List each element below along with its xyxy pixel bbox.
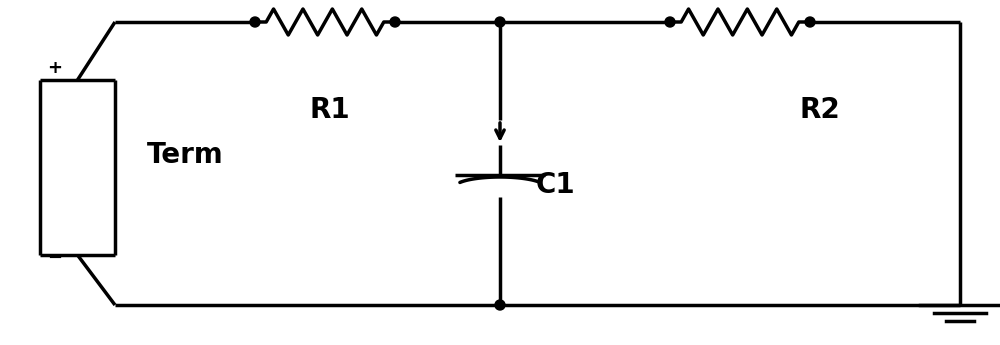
Text: +: + bbox=[48, 59, 62, 77]
Circle shape bbox=[495, 300, 505, 310]
Text: Term: Term bbox=[147, 141, 223, 169]
Circle shape bbox=[495, 17, 505, 27]
Text: R2: R2 bbox=[800, 96, 840, 124]
Text: −: − bbox=[47, 249, 63, 267]
Text: R1: R1 bbox=[310, 96, 350, 124]
Circle shape bbox=[665, 17, 675, 27]
Text: C1: C1 bbox=[535, 171, 575, 199]
Circle shape bbox=[390, 17, 400, 27]
Circle shape bbox=[250, 17, 260, 27]
Circle shape bbox=[805, 17, 815, 27]
